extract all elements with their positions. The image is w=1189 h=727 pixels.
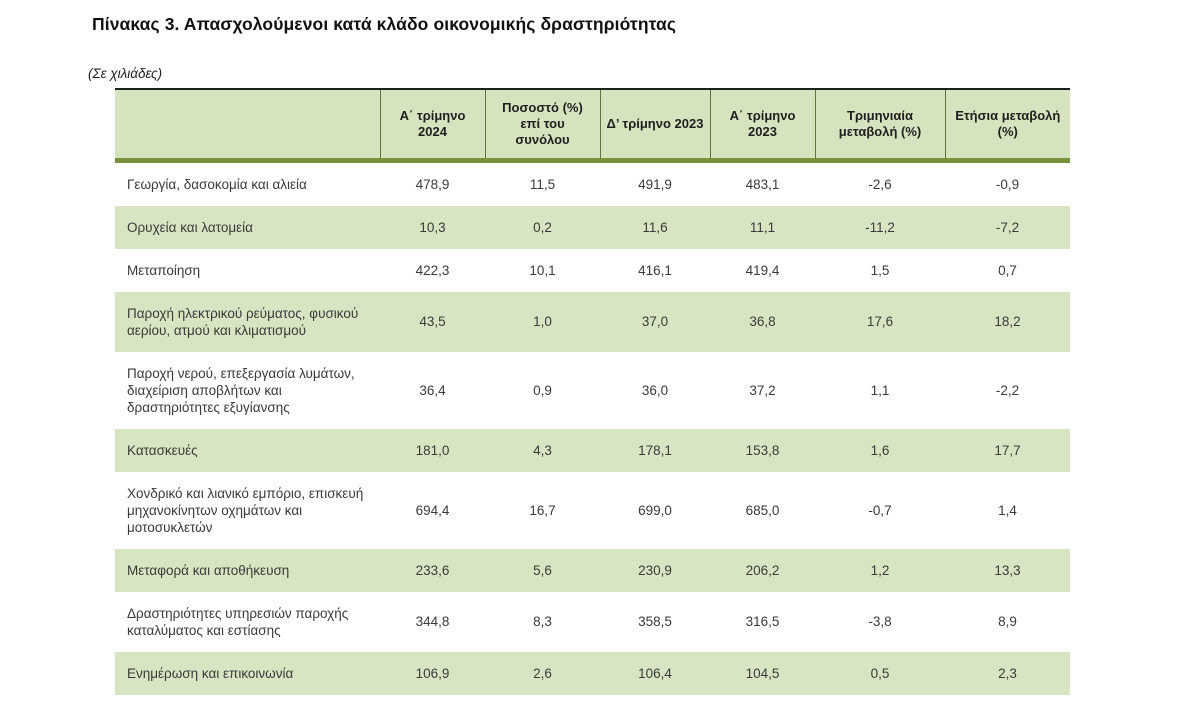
cell-value: -0,7 <box>868 502 892 518</box>
units-note: (Σε χιλιάδες) <box>88 66 163 81</box>
cell-value: 11,6 <box>642 219 668 235</box>
cell-value: 344,8 <box>415 614 450 629</box>
cell-value: 230,9 <box>638 562 672 578</box>
page-title: Πίνακας 3. Απασχολούμενοι κατά κλάδο οικ… <box>92 14 677 34</box>
cell-value: 478,9 <box>415 176 450 192</box>
cell-value: 416,1 <box>638 262 672 278</box>
table-header: Α΄ τρίμηνο 2024 Ποσοστό (%) επί του συνόλ… <box>115 88 1070 163</box>
row-label: Μεταφορά και αποθήκευση <box>127 562 290 578</box>
cell-value: 36,4 <box>419 382 446 398</box>
cell-value: 8,9 <box>998 614 1017 629</box>
column-header: Ετήσια μεταβολή (%) <box>944 88 1070 163</box>
cell-value: 694,4 <box>415 502 450 518</box>
cell-value: 422,3 <box>415 262 450 278</box>
column-header: Α΄ τρίμηνο 2024 <box>379 88 485 163</box>
cell-value: 491,9 <box>638 176 672 192</box>
row-label: Παροχή ηλεκτρικού ρεύματος, φυσικού αερί… <box>127 305 359 338</box>
cell-value: 0,5 <box>870 665 890 681</box>
cell-value: 43,5 <box>419 314 446 329</box>
cell-value: 178,1 <box>638 442 672 458</box>
cell-value: 36,0 <box>641 382 669 398</box>
table-row: Μεταποίηση 422,3 10,1 416,1 419,4 1,5 0,7 <box>115 249 1070 292</box>
cell-value: 36,8 <box>749 314 776 329</box>
table-header-row: Α΄ τρίμηνο 2024 Ποσοστό (%) επί του συνόλ… <box>115 88 1070 163</box>
cell-value: 104,5 <box>745 665 780 681</box>
cell-value: 5,6 <box>533 562 552 578</box>
cell-value: -7,2 <box>995 219 1020 235</box>
cell-value: 18,2 <box>994 314 1021 329</box>
column-header-empty <box>115 88 380 163</box>
cell-value: 16,7 <box>529 502 556 518</box>
cell-value: 2,3 <box>998 665 1017 681</box>
table-row: Ενημέρωση και επικοινωνία 106,9 2,6 106,4 10… <box>115 651 1070 695</box>
cell-value: 0,2 <box>533 219 552 235</box>
cell-value: 685,0 <box>745 502 780 518</box>
row-label: Δραστηριότητες υπηρεσιών παροχής καταλύμ… <box>127 605 349 638</box>
cell-value: 37,2 <box>749 382 776 398</box>
cell-value: 11,1 <box>749 219 776 235</box>
column-header: Δ’ τρίμηνο 2023 <box>599 88 710 163</box>
table-row: Κατασκευές 181,0 4,3 178,1 153,8 1,6 17,7 <box>115 428 1070 472</box>
cell-value: 181,0 <box>415 442 450 458</box>
cell-value: 2,6 <box>533 665 552 681</box>
cell-value: 37,0 <box>641 314 669 329</box>
cell-value: 1,4 <box>998 502 1017 518</box>
cell-value: 233,6 <box>415 562 450 578</box>
column-header: Α΄ τρίμηνο 2023 <box>709 88 815 163</box>
row-label: Ενημέρωση και επικοινωνία <box>127 665 294 681</box>
cell-value: -2,2 <box>995 382 1020 398</box>
cell-value: 0,7 <box>998 262 1017 278</box>
column-header: Ποσοστό (%) επί του συνόλου <box>484 88 600 163</box>
cell-value: 1,5 <box>870 262 890 278</box>
table-row: Δραστηριότητες υπηρεσιών παροχής καταλύμ… <box>115 592 1070 652</box>
cell-value: 1,1 <box>870 382 890 398</box>
cell-value: 13,3 <box>994 562 1021 578</box>
table-row: Ορυχεία και λατομεία 10,3 0,2 11,6 11,1 -11,2… <box>115 205 1070 249</box>
cell-value: 153,8 <box>745 442 780 458</box>
cell-value: 8,3 <box>533 614 552 629</box>
cell-value: 483,1 <box>745 176 780 192</box>
cell-value: 11,5 <box>529 176 556 192</box>
cell-value: 206,2 <box>745 562 780 578</box>
cell-value: -3,8 <box>868 614 892 629</box>
cell-value: 419,4 <box>745 262 780 278</box>
table-row: Παροχή νερού, επεξεργασία λυμάτων, διαχε… <box>115 352 1070 429</box>
cell-value: 17,7 <box>994 442 1021 458</box>
cell-value: -11,2 <box>865 219 895 235</box>
cell-value: -0,9 <box>995 176 1020 192</box>
employment-by-sector-table: Α΄ τρίμηνο 2024 Ποσοστό (%) επί του συνόλ… <box>115 88 1070 695</box>
table-row: Μεταφορά και αποθήκευση 233,6 5,6 230,9 206,… <box>115 548 1070 592</box>
cell-value: 1,6 <box>870 442 890 458</box>
cell-value: 17,6 <box>866 314 894 329</box>
cell-value: 1,2 <box>870 562 890 578</box>
row-label: Ορυχεία και λατομεία <box>127 219 253 235</box>
cell-value: 316,5 <box>745 614 780 629</box>
row-label: Παροχή νερού, επεξεργασία λυμάτων, διαχε… <box>127 365 355 415</box>
row-label: Χονδρικό και λιανικό εμπόριο, επισκευή μ… <box>127 485 364 535</box>
row-label: Κατασκευές <box>127 442 198 458</box>
table-row: Παροχή ηλεκτρικού ρεύματος, φυσικού αερί… <box>115 291 1070 352</box>
cell-value: 1,0 <box>533 314 552 329</box>
table-row: Γεωργία, δασοκομία και αλιεία 478,9 11,5 49… <box>115 160 1070 206</box>
cell-value: 358,5 <box>638 614 672 629</box>
cell-value: 10,3 <box>419 219 446 235</box>
row-label: Μεταποίηση <box>127 262 201 278</box>
column-header: Τριμηνιαία μεταβολή (%) <box>814 88 945 163</box>
cell-value: 4,3 <box>533 442 552 458</box>
cell-value: 106,4 <box>638 665 672 681</box>
row-label: Γεωργία, δασοκομία και αλιεία <box>127 176 307 192</box>
cell-value: 0,9 <box>533 382 552 398</box>
cell-value: 699,0 <box>638 502 672 518</box>
table-row: Χονδρικό και λιανικό εμπόριο, επισκευή μ… <box>115 472 1070 549</box>
cell-value: 10,1 <box>529 262 556 278</box>
table-body: Γεωργία, δασοκομία και αλιεία 478,9 11,5 49… <box>115 160 1070 695</box>
cell-value: 106,9 <box>415 665 450 681</box>
cell-value: -2,6 <box>868 176 892 192</box>
